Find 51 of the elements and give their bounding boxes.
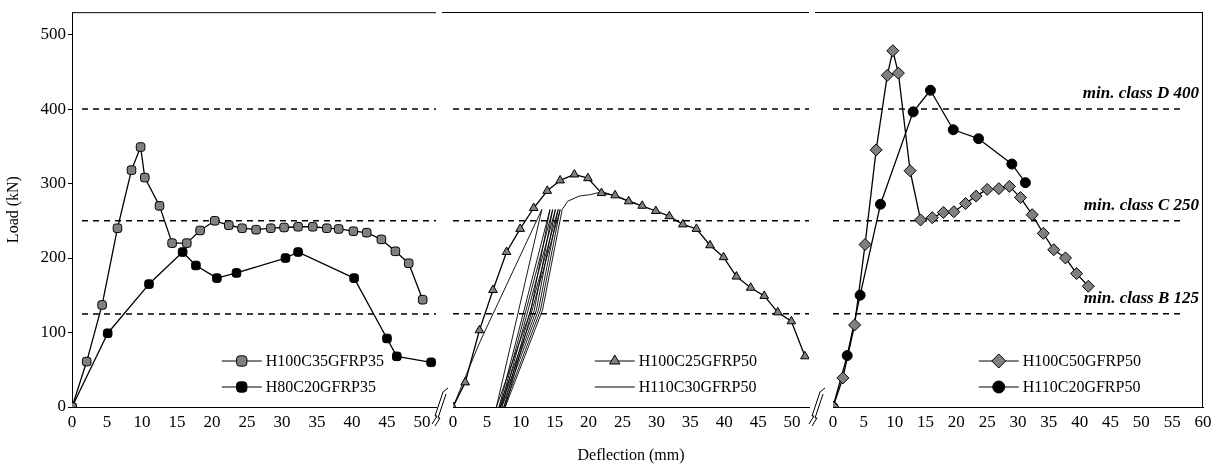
x-axis-title: Deflection (mm) [577,445,685,464]
x-tick-label: 0 [828,411,838,431]
x-tick-label: 0 [448,411,458,431]
x-tick-label: 20 [203,411,221,431]
x-tick-label: 40 [1071,411,1089,431]
x-tick-label: 35 [308,411,326,431]
x-tick-label: 25 [238,411,256,431]
x-tick-label: 40 [343,411,361,431]
x-tick-label: 50 [783,411,801,431]
x-tick-label: 20 [580,411,598,431]
x-tick-label: 50 [1132,411,1150,431]
x-tick-label: 30 [273,411,291,431]
x-tick-label: 55 [1163,411,1181,431]
y-axis-title: Load (kN) [3,176,22,244]
x-tick-label: 15 [546,411,564,431]
legend-label: H80C20GFRP35 [265,378,376,396]
x-tick-label: 25 [978,411,996,431]
y-tick-label: 400 [40,98,66,118]
ref-line-label: min. class C 250 [1083,194,1200,214]
x-tick-label: 35 [1040,411,1058,431]
ref-line-label: min. class D 400 [1082,82,1200,102]
x-tick-label: 5 [482,411,492,431]
x-tick-label: 45 [1102,411,1119,431]
x-tick-label: 25 [614,411,632,431]
legend-label: H110C30GFRP50 [638,378,757,396]
y-tick-label: 300 [40,173,66,192]
x-tick-label: 15 [917,411,934,431]
x-tick-label: 5 [102,411,112,431]
x-tick-label: 40 [715,411,733,431]
y-tick-label: 500 [40,24,66,44]
x-tick-label: 15 [168,411,186,431]
x-tick-label: 45 [378,411,396,431]
y-tick-label: 100 [40,321,66,341]
x-tick-label: 60 [1194,411,1212,431]
legend-label: H100C35GFRP35 [265,352,384,370]
y-tick-label: 0 [57,396,66,416]
x-tick-label: 35 [681,411,699,431]
ref-line-label: min. class B 125 [1083,287,1200,307]
x-tick-label: 10 [512,411,530,431]
legend-label: H100C50GFRP50 [1022,352,1141,370]
legend-label: H110C20GFRP50 [1022,378,1141,396]
legend-label: H100C25GFRP50 [638,352,757,370]
x-tick-label: 45 [749,411,767,431]
x-tick-label: 5 [859,411,869,431]
y-tick-label: 200 [40,247,66,267]
x-tick-label: 10 [133,411,151,431]
x-tick-label: 20 [947,411,965,431]
x-tick-label: 30 [647,411,665,431]
x-tick-label: 50 [413,411,431,431]
x-tick-label: 30 [1009,411,1027,431]
x-tick-label: 10 [886,411,904,431]
